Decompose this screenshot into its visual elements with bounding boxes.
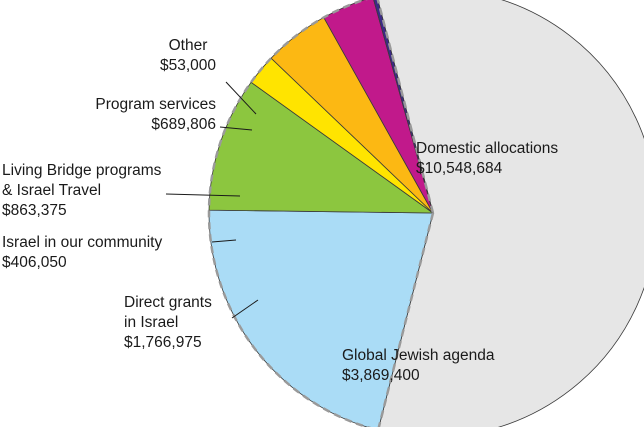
label-other-name: Other — [168, 37, 208, 54]
label-domestic-allocations-name: Domestic allocations — [416, 140, 559, 157]
label-direct-grants-name-2: in Israel — [124, 314, 179, 331]
label-direct-grants: Direct grants in Israel $1,766,975 — [124, 293, 212, 353]
label-other-value: $53,000 — [159, 57, 217, 74]
highlight-arc-outline — [207, 0, 435, 427]
label-program-services-name: Program services — [95, 96, 216, 113]
label-program-services-value: $689,806 — [151, 116, 216, 133]
label-israel-community-value: $406,050 — [2, 254, 67, 271]
label-domestic-allocations: Domestic allocations $10,548,684 — [416, 139, 558, 179]
label-program-services: Program services $689,806 — [50, 95, 216, 135]
label-living-bridge-name-2: & Israel Travel — [2, 182, 102, 199]
label-global-jewish-agenda-name: Global Jewish agenda — [342, 347, 495, 364]
leader-line-israel-community — [211, 239, 237, 243]
label-living-bridge-name-1: Living Bridge programs — [2, 162, 162, 179]
pie-slice-domestic-allocations — [377, 0, 644, 427]
leader-line-direct-grants — [231, 299, 259, 319]
label-israel-community: Israel in our community $406,050 — [2, 233, 162, 273]
label-global-jewish-agenda-value: $3,869,400 — [342, 367, 420, 384]
leader-line-other — [225, 81, 257, 115]
leader-line-living-bridge — [165, 193, 241, 197]
leader-line-program-services — [219, 126, 253, 131]
label-living-bridge-value: $863,375 — [2, 202, 67, 219]
label-living-bridge: Living Bridge programs & Israel Travel $… — [2, 161, 161, 221]
label-israel-community-name: Israel in our community — [2, 234, 163, 251]
label-direct-grants-value: $1,766,975 — [124, 334, 202, 351]
label-direct-grants-name-1: Direct grants — [124, 294, 212, 311]
label-other: Other $53,000 — [148, 36, 228, 76]
label-domestic-allocations-value: $10,548,684 — [416, 160, 503, 177]
label-global-jewish-agenda: Global Jewish agenda $3,869,400 — [342, 346, 495, 386]
